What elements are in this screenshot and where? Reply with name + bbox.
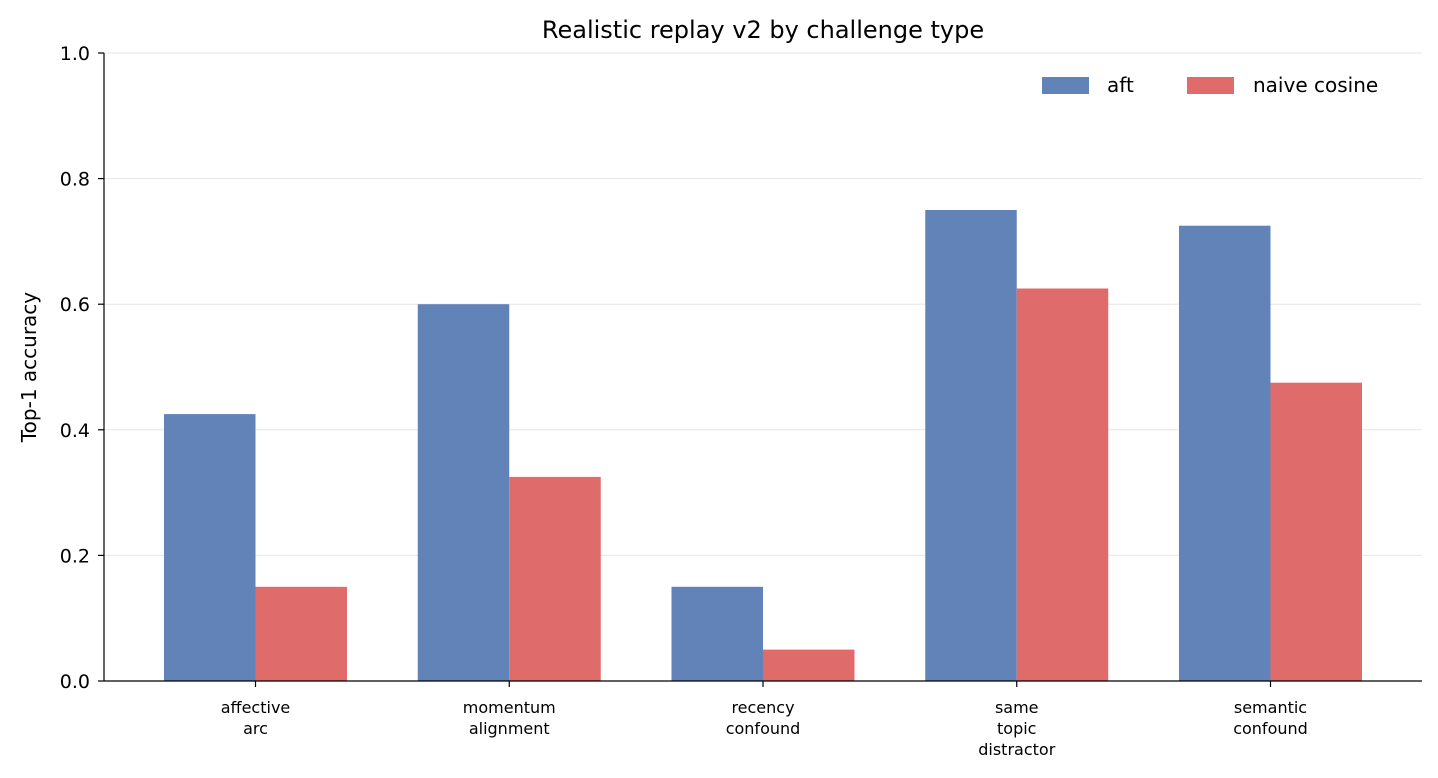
- bar-aft-0: [164, 414, 256, 681]
- legend-swatch-aft: [1042, 77, 1089, 94]
- bar-naive-cosine-3: [1016, 288, 1109, 681]
- bar-aft-2: [671, 586, 763, 681]
- x-tick-label-line: confound: [726, 719, 801, 738]
- x-tick-label-line: semantic: [1234, 698, 1307, 717]
- bar-aft-3: [925, 210, 1017, 681]
- bar-naive-cosine-2: [763, 649, 855, 681]
- bar-aft-4: [1179, 225, 1271, 681]
- y-tick-label: 0.8: [60, 169, 90, 191]
- x-tick-label-line: momentum: [463, 698, 556, 717]
- legend: aft naive cosine: [1042, 73, 1378, 97]
- x-tick-label: same topic distractor: [978, 698, 1055, 759]
- y-axis-label: Top-1 accuracy: [17, 292, 41, 443]
- bar-naive-cosine-0: [255, 586, 347, 681]
- x-tick-label: affective arc: [221, 698, 291, 738]
- x-tick-label-line: recency: [731, 698, 794, 717]
- axes: [98, 52, 1422, 687]
- x-tick-label-line: confound: [1233, 719, 1308, 738]
- x-tick-label: recency confound: [726, 698, 801, 738]
- x-tick-label-line: arc: [243, 719, 268, 738]
- legend-label-aft: aft: [1107, 73, 1134, 97]
- y-tick-label: 0.6: [60, 294, 90, 316]
- bar-naive-cosine-4: [1270, 382, 1362, 681]
- x-tick-label-line: topic: [997, 719, 1036, 738]
- chart-title: Realistic replay v2 by challenge type: [542, 16, 984, 44]
- y-tick-label: 0.2: [60, 545, 90, 567]
- x-tick-label: momentum alignment: [463, 698, 556, 738]
- bar-aft-1: [417, 304, 510, 681]
- x-tick-label-line: distractor: [978, 740, 1055, 759]
- bar-naive-cosine-1: [509, 476, 601, 681]
- x-tick-label-line: same: [995, 698, 1039, 717]
- x-tick-label-line: alignment: [469, 719, 550, 738]
- bars: [164, 210, 1362, 681]
- x-tick-labels: affective arc momentum alignment recency conf…: [221, 698, 1308, 759]
- y-tick-labels: 0.0 0.2 0.4 0.6 0.8 1.0: [60, 43, 90, 693]
- y-tick-label: 0.4: [60, 420, 90, 442]
- legend-swatch-naive-cosine: [1187, 77, 1234, 94]
- x-tick-label-line: affective: [221, 698, 291, 717]
- y-tick-label: 0.0: [60, 671, 90, 693]
- legend-label-naive-cosine: naive cosine: [1253, 73, 1378, 97]
- x-tick-label: semantic confound: [1233, 698, 1308, 738]
- y-tick-label: 1.0: [60, 43, 90, 65]
